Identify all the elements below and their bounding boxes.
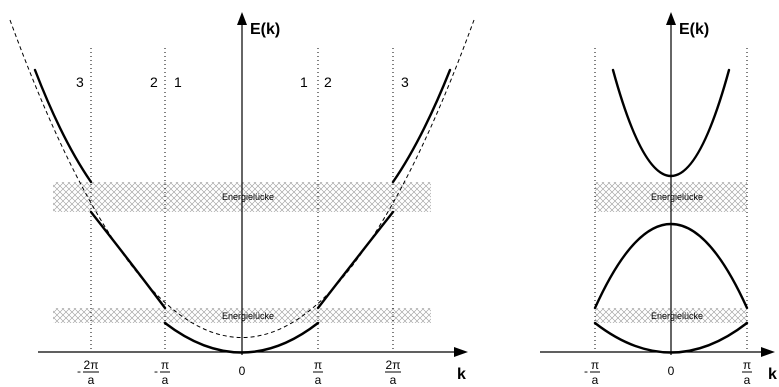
k-tick-label: 0 xyxy=(239,364,246,378)
tick-origin: 0 xyxy=(668,364,675,378)
tick-numerator: π xyxy=(591,358,599,372)
zone-number-label: 3 xyxy=(76,74,84,90)
k-tick-label: 2πa xyxy=(385,358,401,387)
energy-axis-arrowhead xyxy=(237,12,247,25)
k-tick-label: πa xyxy=(742,358,752,387)
tick-numerator: π xyxy=(161,358,169,372)
energy-gap-label: Energielücke xyxy=(222,311,274,321)
tick-sign: - xyxy=(154,364,158,378)
zone-number-label: 3 xyxy=(401,74,409,90)
band-curve-zone2-right xyxy=(316,210,395,310)
tick-denominator: a xyxy=(162,373,169,387)
band-curve-zone3-right xyxy=(391,68,452,184)
zone-number-label: 1 xyxy=(300,74,308,90)
k-axis-arrowhead xyxy=(454,347,468,357)
k-axis-arrowhead xyxy=(761,347,775,357)
energy-axis-title: E(k) xyxy=(679,21,709,38)
energy-axis-title: E(k) xyxy=(250,21,280,38)
tick-denominator: a xyxy=(390,373,397,387)
energy-gap-label: Energielücke xyxy=(651,192,703,202)
tick-numerator: 2π xyxy=(84,358,99,372)
k-axis-title: k xyxy=(768,366,777,383)
k-tick-label: πa- xyxy=(154,358,170,387)
k-tick-labels: πa- 0 πa xyxy=(584,358,752,387)
tick-denominator: a xyxy=(315,373,322,387)
zone-number-label: 1 xyxy=(174,74,182,90)
k-axis-title: k xyxy=(457,366,466,383)
zone-number-label: 2 xyxy=(150,74,158,90)
energy-gap-label: Energielücke xyxy=(222,192,274,202)
extended-zone-panel: Energielücke Energielücke 3 2 1 1 2 3 E(… xyxy=(9,12,475,387)
zone-number-label: 2 xyxy=(324,74,332,90)
energy-gap-label: Energielücke xyxy=(651,311,703,321)
k-tick-label: πa xyxy=(313,358,323,387)
tick-denominator: a xyxy=(744,373,751,387)
tick-denominator: a xyxy=(592,373,599,387)
band-curve-zone2-left xyxy=(89,210,167,310)
tick-sign: - xyxy=(584,364,588,378)
k-tick-label: 2πa- xyxy=(77,358,99,387)
energy-axis-arrowhead xyxy=(666,12,676,25)
tick-numerator: π xyxy=(314,358,322,372)
k-tick-label: 0 xyxy=(668,364,675,378)
tick-denominator: a xyxy=(88,373,95,387)
reduced-zone-panel: Energielücke Energielücke E(k) k πa- 0 πa xyxy=(540,12,777,387)
tick-origin: 0 xyxy=(239,364,246,378)
band-curve-zone3-left xyxy=(33,68,93,184)
tick-numerator: π xyxy=(743,358,751,372)
k-tick-label: πa- xyxy=(584,358,600,387)
tick-sign: - xyxy=(77,364,81,378)
tick-numerator: 2π xyxy=(386,358,401,372)
